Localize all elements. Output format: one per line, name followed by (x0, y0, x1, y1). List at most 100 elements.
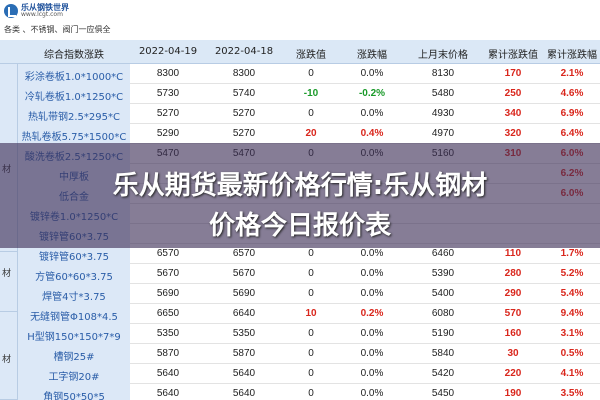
cell-cum-change: 250 (504, 88, 522, 99)
cell-date-2: 8300 (232, 68, 256, 79)
cell-date-1: 5350 (156, 328, 180, 339)
cell-cum-change: 320 (504, 128, 522, 139)
cell-cum-change: 220 (504, 368, 522, 379)
cell-cum-pct: 1.7% (560, 248, 584, 259)
cell-cum-change: 170 (504, 68, 522, 79)
cell-date-2: 5640 (232, 388, 256, 399)
cell-prev-month: 8130 (431, 68, 455, 79)
cell-product-name[interactable]: 焊管4寸*3.75 (18, 284, 130, 304)
cell-cum-change: 190 (504, 388, 522, 399)
cell-product-name[interactable]: 冷轧卷板1.0*1250*C (18, 84, 130, 104)
cell-cum-pct: 5.2% (560, 268, 584, 279)
cell-prev-month: 5450 (431, 388, 455, 399)
cell-cum-change: 30 (507, 348, 519, 359)
cell-date-2: 6640 (232, 308, 256, 319)
cell-date-2: 5870 (232, 348, 256, 359)
table-row[interactable]: 焊管4寸*3.75 5690 5690 0 0.0% 5400 290 5.4% (18, 284, 600, 304)
cell-cum-pct: 5.4% (560, 288, 584, 299)
cell-cum-pct: 0.5% (560, 348, 584, 359)
table-row[interactable]: 彩涂卷板1.0*1000*C 8300 8300 0 0.0% 8130 170 2.1% (18, 64, 600, 84)
top-bar: 乐从钢铁世界 www.lcgt.com (0, 0, 600, 22)
cell-change-pct: 0.0% (360, 348, 384, 359)
header-date-1: 2022-04-19 (138, 46, 198, 57)
cell-cum-pct: 3.5% (560, 388, 584, 399)
header-change-pct: 涨跌幅 (357, 50, 387, 61)
table-row[interactable]: 角钢50*50*5 5640 5640 0 0.0% 5450 190 3.5% (18, 384, 600, 400)
cell-prev-month: 6460 (431, 248, 455, 259)
cell-product-name[interactable]: 热轧卷板5.75*1500*C (18, 124, 130, 144)
cell-date-2: 5640 (232, 368, 256, 379)
cell-change-pct: -0.2% (358, 88, 386, 99)
cell-date-1: 5730 (156, 88, 180, 99)
cell-change-pct: 0.0% (360, 328, 384, 339)
cell-prev-month: 5400 (431, 288, 455, 299)
table-row[interactable]: 热轧带钢2.5*295*C 5270 5270 0 0.0% 4930 340 6.9% (18, 104, 600, 124)
category-label: 材 (2, 269, 12, 279)
cell-cum-change: 160 (504, 328, 522, 339)
cell-date-2: 5270 (232, 128, 256, 139)
cell-cum-pct: 4.6% (560, 88, 584, 99)
cell-product-name[interactable]: 工字钢20# (18, 364, 130, 384)
cell-change-pct: 0.0% (360, 288, 384, 299)
site-logo[interactable]: 乐从钢铁世界 www.lcgt.com (4, 2, 94, 20)
cell-change: 10 (305, 308, 317, 319)
cell-date-1: 5690 (156, 288, 180, 299)
cell-prev-month: 4930 (431, 108, 455, 119)
cell-prev-month: 5420 (431, 368, 455, 379)
cell-product-name[interactable]: 热轧带钢2.5*295*C (18, 104, 130, 124)
cell-change-pct: 0.4% (360, 128, 384, 139)
cell-change: 0 (308, 348, 314, 359)
cell-product-name[interactable]: 镀锌管60*3.75 (18, 244, 130, 264)
cell-cum-change: 110 (504, 248, 522, 259)
table-header: 综合指数涨跌 2022-04-19 2022-04-18 涨跌值 涨跌幅 上月末… (0, 40, 600, 64)
cell-prev-month: 5190 (431, 328, 455, 339)
header-prev-month: 上月末价格 (418, 50, 468, 61)
cell-date-2: 5740 (232, 88, 256, 99)
overlay-title-line-1: 乐从期货最新价格行情:乐从钢材 (112, 171, 488, 201)
cell-change: 0 (308, 248, 314, 259)
cell-product-name[interactable]: 槽钢25# (18, 344, 130, 364)
cell-date-1: 6650 (156, 308, 180, 319)
header-index: 综合指数涨跌 (44, 50, 104, 61)
cell-change: 0 (308, 388, 314, 399)
cell-product-name[interactable]: 方管60*60*3.75 (18, 264, 130, 284)
table-row[interactable]: 方管60*60*3.75 5670 5670 0 0.0% 5390 280 5.2% (18, 264, 600, 284)
cell-product-name[interactable]: 无缝钢管Φ108*4.5 (18, 304, 130, 324)
cell-change: 0 (308, 368, 314, 379)
cell-date-1: 5290 (156, 128, 180, 139)
cell-date-1: 8300 (156, 68, 180, 79)
cell-change: 20 (305, 128, 317, 139)
cell-date-1: 5270 (156, 108, 180, 119)
cell-cum-pct: 9.4% (560, 308, 584, 319)
cell-date-1: 5870 (156, 348, 180, 359)
table-row[interactable]: 镀锌管60*3.75 6570 6570 0 0.0% 6460 110 1.7% (18, 244, 600, 264)
cell-date-2: 5350 (232, 328, 256, 339)
cell-date-1: 5640 (156, 388, 180, 399)
table-row[interactable]: H型钢150*150*7*9 5350 5350 0 0.0% 5190 160 3.1% (18, 324, 600, 344)
table-row[interactable]: 热轧卷板5.75*1500*C 5290 5270 20 0.4% 4970 320 6.4% (18, 124, 600, 144)
table-row[interactable]: 工字钢20# 5640 5640 0 0.0% 5420 220 4.1% (18, 364, 600, 384)
table-row[interactable]: 无缝钢管Φ108*4.5 6650 6640 10 0.2% 6080 570 9.4% (18, 304, 600, 324)
cell-cum-change: 280 (504, 268, 522, 279)
cell-prev-month: 5390 (431, 268, 455, 279)
cell-change: 0 (308, 68, 314, 79)
cell-cum-pct: 4.1% (560, 368, 584, 379)
cell-product-name[interactable]: 角钢50*50*5 (18, 384, 130, 400)
table-row[interactable]: 槽钢25# 5870 5870 0 0.0% 5840 30 0.5% (18, 344, 600, 364)
cell-product-name[interactable]: H型钢150*150*7*9 (18, 324, 130, 344)
cell-prev-month: 5840 (431, 348, 455, 359)
cell-product-name[interactable]: 彩涂卷板1.0*1000*C (18, 64, 130, 84)
cell-date-2: 5690 (232, 288, 256, 299)
table-row[interactable]: 冷轧卷板1.0*1250*C 5730 5740 -10 -0.2% 5480 250 4.6… (18, 84, 600, 104)
category-cell: 材 (0, 252, 18, 312)
cell-prev-month: 6080 (431, 308, 455, 319)
ticker-text: 各类 、不锈钢、阀门一应俱全 (4, 25, 111, 34)
overlay-title-line-2: 价格今日报价表 (208, 211, 391, 241)
cell-change: 0 (308, 328, 314, 339)
cell-change-pct: 0.0% (360, 268, 384, 279)
logo-url: www.lcgt.com (21, 11, 63, 18)
header-change: 涨跌值 (296, 50, 326, 61)
cell-change: 0 (308, 288, 314, 299)
cell-change: 0 (308, 108, 314, 119)
logo-text: 乐从钢铁世界 www.lcgt.com (21, 4, 69, 18)
